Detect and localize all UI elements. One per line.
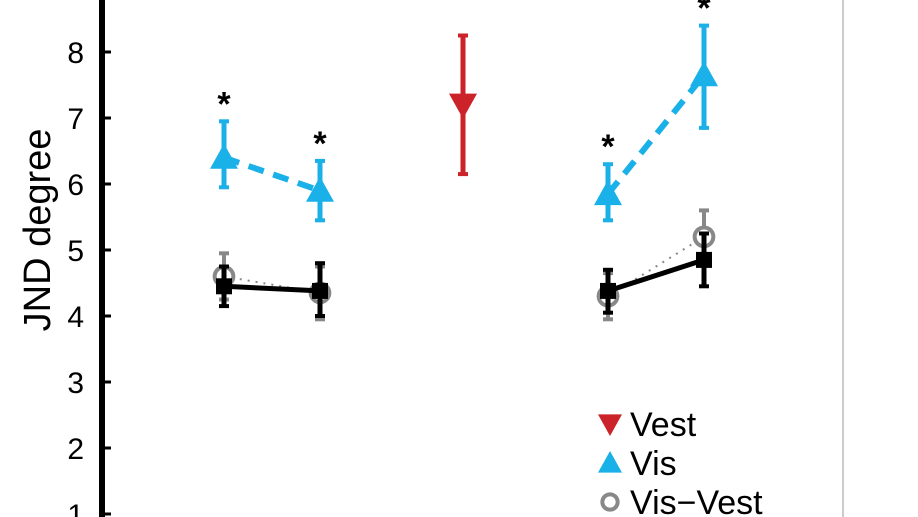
triangle-up-marker	[690, 61, 718, 87]
series-line	[607, 235, 705, 298]
legend-label: Vis	[630, 445, 677, 483]
triangle-up-marker	[210, 143, 238, 169]
y-tick-label: 3	[67, 367, 84, 400]
circle-marker	[600, 492, 620, 512]
square-marker	[312, 282, 328, 299]
y-axis-label: JND degree	[17, 129, 59, 332]
y-tick-label: 1	[67, 499, 84, 517]
square-marker	[216, 278, 232, 295]
legend-item: Vest	[598, 406, 697, 444]
series-square	[216, 231, 712, 318]
legend-label: Vest	[630, 406, 697, 444]
series-line	[223, 154, 321, 194]
legend-item: Vis	[598, 445, 677, 483]
series-circle	[212, 208, 716, 322]
series-triangle-down	[449, 33, 477, 177]
significance-star: *	[601, 128, 615, 166]
y-tick-label: 6	[67, 169, 84, 202]
significance-star: *	[313, 125, 327, 163]
y-axis-ticks: 1 2 3 4 5 6 7 8	[67, 37, 111, 517]
triangle-down-marker	[449, 93, 477, 119]
y-tick-label: 5	[67, 235, 84, 268]
series-triangle-up: * * * *	[210, 0, 718, 223]
legend-item: Vis−Vest	[600, 484, 763, 517]
y-tick-label: 7	[67, 103, 84, 136]
significance-star: *	[217, 85, 231, 123]
square-marker	[696, 251, 712, 268]
triangle-down-marker	[598, 414, 622, 436]
square-marker	[600, 282, 616, 299]
series-line	[607, 257, 705, 294]
series-layer: * * * *	[210, 0, 718, 322]
series-line	[605, 73, 707, 196]
triangle-up-marker	[306, 176, 334, 202]
legend-label: Vis−Vest	[630, 484, 763, 517]
triangle-up-marker	[598, 451, 622, 473]
y-tick-label: 4	[67, 301, 84, 334]
significance-star: *	[697, 0, 711, 28]
y-tick-label: 8	[67, 37, 84, 70]
series-line	[223, 283, 321, 294]
triangle-up-marker	[594, 179, 622, 206]
y-tick-label: 2	[67, 433, 84, 466]
